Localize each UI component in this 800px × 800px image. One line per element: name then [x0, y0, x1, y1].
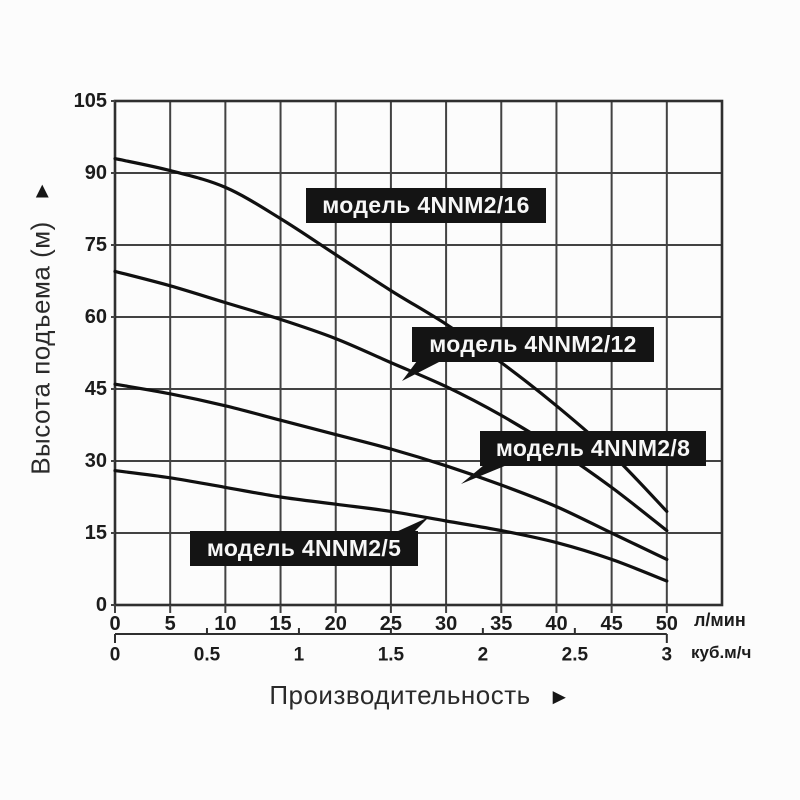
series-curve-3 [113, 469, 669, 583]
right-arrow-icon: ► [548, 684, 571, 709]
y-axis-title-text: Высота подъема (м) [25, 221, 56, 475]
secondary-tick-label: 3 [662, 645, 673, 666]
x-tick-label: 20 [325, 613, 347, 635]
secondary-tick-label: 2 [478, 645, 489, 666]
y-tick-label: 0 [96, 594, 107, 616]
x-tick-label: 5 [165, 613, 176, 635]
x-tick-label: 10 [214, 613, 236, 635]
plot-border [113, 99, 724, 607]
secondary-tick-label: 0 [110, 645, 121, 666]
x-tick-label: 30 [435, 613, 457, 635]
x-tick-label: 45 [601, 613, 623, 635]
series-label-4nnm2-12: модель 4NNM2/12 [412, 327, 654, 362]
y-tick-label: 105 [74, 90, 107, 112]
series-curve-2 [113, 382, 669, 561]
secondary-tick-label: 0.5 [194, 645, 221, 666]
y-tick-label: 60 [85, 306, 107, 328]
x-axis-title: Производительность ► [240, 680, 600, 711]
x-tick-label: 50 [656, 613, 678, 635]
secondary-tick-label: 2.5 [562, 645, 589, 666]
x-tick-label: 15 [269, 613, 291, 635]
secondary-tick-label: 1 [294, 645, 305, 666]
series-label-4nnm2-5: модель 4NNM2/5 [190, 531, 418, 566]
x-tick-label: 35 [490, 613, 512, 635]
series-label-pointer [402, 361, 441, 381]
y-axis-title: Высота подъема (м) ▲ [25, 177, 57, 475]
unit-label-l-min: л/мин [694, 610, 746, 630]
up-arrow-icon: ▲ [31, 177, 54, 203]
y-tick-label: 75 [85, 234, 107, 256]
series-label-4nnm2-16: модель 4NNM2/16 [306, 188, 546, 223]
x-tick-label: 40 [545, 613, 567, 635]
x-tick-label: 0 [109, 613, 120, 635]
series-label-4nnm2-8: модель 4NNM2/8 [480, 431, 706, 466]
series-label-pointer [461, 465, 507, 484]
y-tick-label: 45 [85, 378, 107, 400]
x-axis-title-text: Производительность [269, 680, 531, 710]
secondary-tick-label: 1.5 [378, 645, 405, 666]
series-curve-0 [113, 157, 669, 513]
y-tick-label: 30 [85, 450, 107, 472]
series-label-pointer [396, 517, 429, 532]
y-tick-label: 15 [85, 522, 107, 544]
y-tick-label: 90 [85, 162, 107, 184]
x-tick-label: 25 [380, 613, 402, 635]
unit-label-m3-h: куб.м/ч [691, 643, 752, 662]
